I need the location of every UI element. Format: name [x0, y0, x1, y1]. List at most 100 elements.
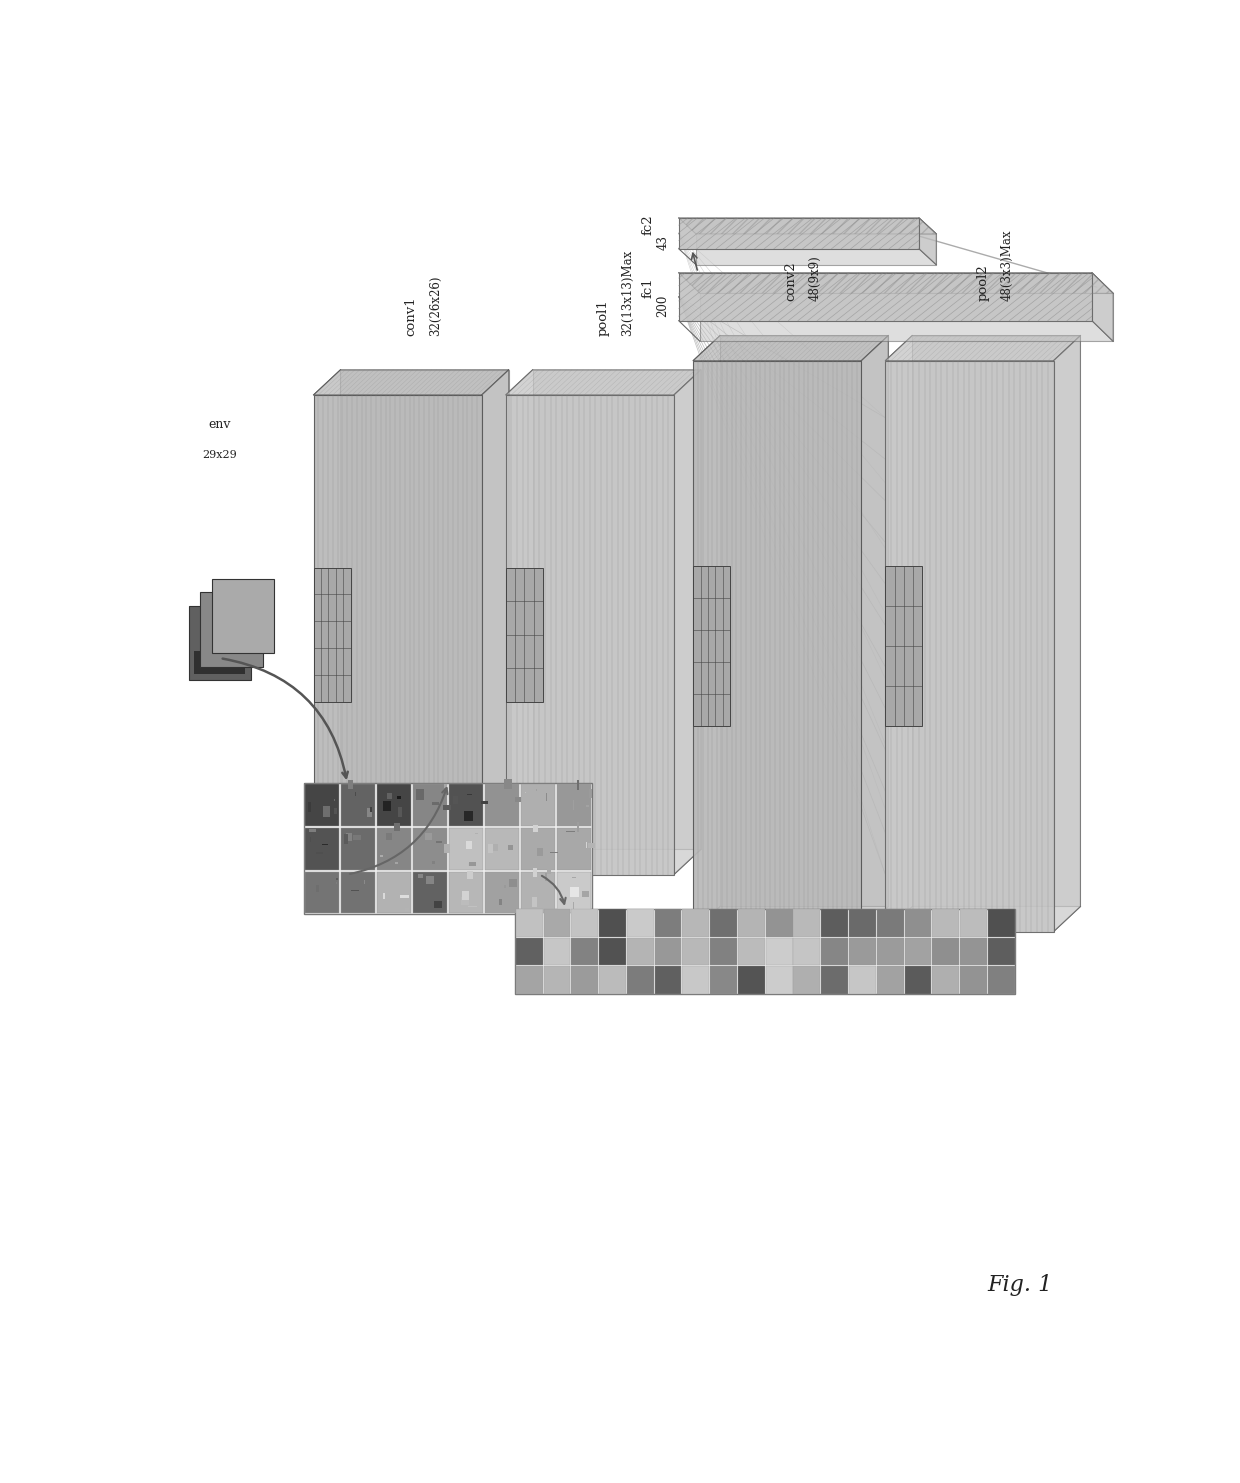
Polygon shape — [304, 783, 593, 915]
Polygon shape — [305, 785, 339, 826]
Polygon shape — [960, 937, 987, 965]
Polygon shape — [543, 909, 570, 937]
Polygon shape — [766, 967, 792, 994]
Polygon shape — [322, 844, 327, 845]
Polygon shape — [572, 967, 598, 994]
Polygon shape — [444, 783, 446, 787]
Text: conv1: conv1 — [404, 297, 418, 335]
Polygon shape — [766, 909, 792, 937]
Polygon shape — [489, 844, 494, 853]
Polygon shape — [699, 294, 1114, 341]
Polygon shape — [449, 872, 484, 914]
Text: 32(13x13)Max: 32(13x13)Max — [621, 249, 634, 335]
Polygon shape — [506, 568, 543, 701]
Polygon shape — [492, 844, 497, 851]
Polygon shape — [932, 937, 959, 965]
Polygon shape — [418, 875, 424, 878]
Polygon shape — [919, 218, 936, 265]
Polygon shape — [341, 872, 374, 914]
Polygon shape — [500, 899, 502, 905]
Polygon shape — [521, 785, 556, 826]
Polygon shape — [485, 828, 520, 869]
Polygon shape — [305, 828, 339, 869]
Polygon shape — [386, 833, 392, 841]
Polygon shape — [516, 967, 543, 994]
Polygon shape — [589, 789, 591, 798]
Polygon shape — [341, 828, 374, 869]
Polygon shape — [904, 937, 931, 965]
Polygon shape — [885, 360, 1054, 931]
Polygon shape — [305, 872, 339, 914]
Text: 48(9x9): 48(9x9) — [808, 255, 821, 301]
Polygon shape — [557, 828, 591, 869]
Polygon shape — [678, 273, 1092, 320]
Polygon shape — [693, 567, 730, 727]
Polygon shape — [516, 909, 543, 937]
Polygon shape — [877, 909, 904, 937]
Polygon shape — [444, 844, 450, 853]
Polygon shape — [988, 909, 1014, 937]
Polygon shape — [433, 802, 439, 805]
Polygon shape — [599, 909, 626, 937]
Polygon shape — [394, 823, 399, 830]
Polygon shape — [383, 893, 386, 899]
Polygon shape — [904, 967, 931, 994]
Polygon shape — [309, 829, 316, 832]
Polygon shape — [370, 807, 372, 811]
Polygon shape — [506, 369, 701, 394]
Polygon shape — [577, 780, 579, 790]
Polygon shape — [904, 909, 931, 937]
Polygon shape — [766, 937, 792, 965]
Polygon shape — [693, 360, 862, 931]
Polygon shape — [546, 873, 547, 881]
Polygon shape — [738, 909, 765, 937]
Polygon shape — [460, 897, 469, 905]
Polygon shape — [877, 937, 904, 965]
Polygon shape — [557, 872, 591, 914]
Text: conv2: conv2 — [784, 261, 797, 301]
Polygon shape — [711, 967, 737, 994]
Text: pool1: pool1 — [596, 298, 610, 335]
Polygon shape — [516, 937, 543, 965]
Polygon shape — [200, 593, 263, 667]
Polygon shape — [682, 937, 709, 965]
Text: 29x29: 29x29 — [202, 449, 237, 460]
Polygon shape — [537, 848, 543, 857]
Text: 48(3x3)Max: 48(3x3)Max — [1001, 230, 1013, 301]
Polygon shape — [693, 335, 888, 360]
Polygon shape — [433, 862, 434, 863]
Polygon shape — [336, 878, 337, 881]
Polygon shape — [309, 802, 311, 811]
Polygon shape — [195, 651, 246, 673]
Polygon shape — [413, 872, 448, 914]
Polygon shape — [627, 909, 653, 937]
Polygon shape — [516, 909, 1016, 995]
Polygon shape — [503, 779, 512, 789]
Polygon shape — [397, 796, 402, 798]
Polygon shape — [988, 937, 1014, 965]
Polygon shape — [469, 906, 477, 908]
Polygon shape — [341, 785, 374, 826]
Polygon shape — [589, 842, 595, 848]
Polygon shape — [481, 801, 487, 804]
Polygon shape — [587, 805, 589, 807]
Polygon shape — [314, 568, 351, 701]
Polygon shape — [367, 808, 372, 817]
Polygon shape — [678, 218, 936, 234]
Polygon shape — [655, 937, 682, 965]
Polygon shape — [503, 884, 506, 888]
Polygon shape — [1092, 273, 1114, 341]
Polygon shape — [932, 909, 959, 937]
Polygon shape — [396, 862, 398, 865]
Polygon shape — [485, 785, 520, 826]
Polygon shape — [678, 273, 1114, 294]
Text: env: env — [208, 418, 231, 432]
Polygon shape — [343, 833, 348, 844]
Polygon shape — [533, 369, 701, 850]
Polygon shape — [377, 785, 412, 826]
Polygon shape — [212, 578, 274, 653]
Polygon shape — [582, 891, 589, 897]
Polygon shape — [913, 335, 1080, 906]
Polygon shape — [377, 828, 412, 869]
Polygon shape — [381, 856, 383, 857]
